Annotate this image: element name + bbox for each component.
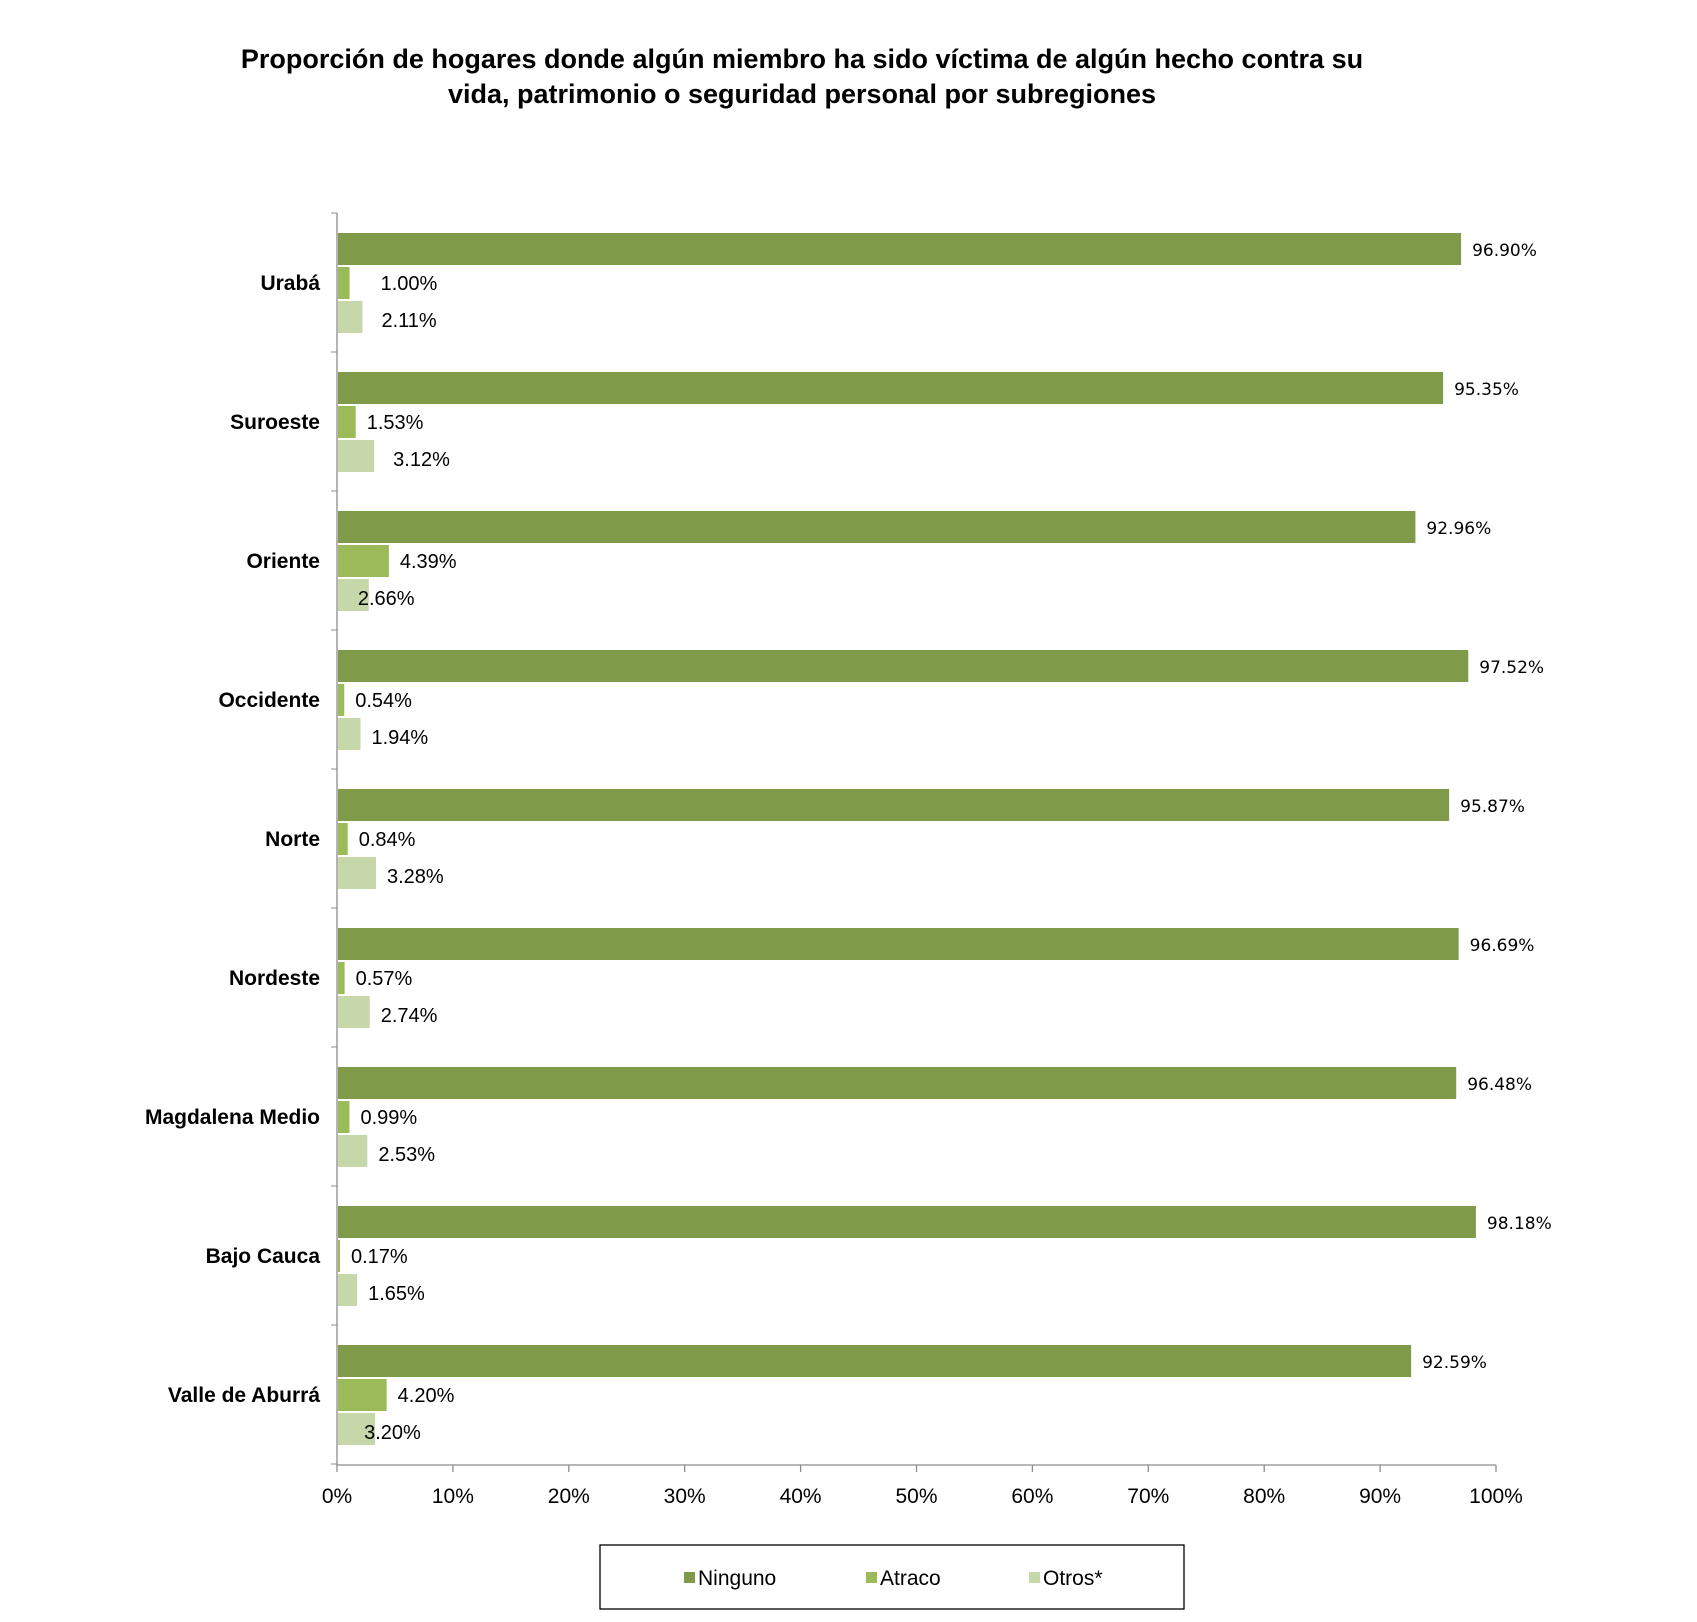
bar: [338, 233, 1462, 265]
legend-swatch: [1029, 1572, 1040, 1583]
data-label: 2.11%: [381, 310, 436, 332]
bar: [338, 962, 345, 994]
category-group: Occidente 97.52% 0.54% 1.94%: [218, 650, 1544, 750]
bar: [338, 1240, 340, 1272]
category-group: Urabá 96.90% 1.00% 2.11%: [260, 233, 1537, 333]
category-label: Urabá: [260, 272, 320, 295]
data-label: 1.94%: [371, 727, 428, 749]
bar: [338, 267, 350, 299]
plot-area: 0% 10% 20% 30% 40% 50% 60% 70% 80% 90% 100% Urabá 96…: [145, 212, 1552, 1508]
bar: [338, 1413, 376, 1445]
x-tick-label: 40%: [780, 1485, 822, 1508]
category-group: Nordeste 96.69% 0.57% 2.74%: [229, 928, 1534, 1028]
legend: Ninguno Atraco Otros*: [599, 1544, 1185, 1610]
chart-title-line-1: Proporción de hogares donde algún miembr…: [241, 44, 1363, 74]
data-label: 1.65%: [368, 1283, 425, 1305]
bar: [338, 1067, 1457, 1099]
x-tick-label: 60%: [1011, 1485, 1053, 1508]
data-label: 1.00%: [381, 273, 438, 295]
bar: [338, 718, 361, 750]
category-group: Magdalena Medio 96.48% 0.99% 2.53%: [145, 1067, 1532, 1167]
data-label: 4.39%: [400, 551, 457, 573]
legend-label: Otros*: [1043, 1567, 1103, 1590]
data-label: 2.74%: [381, 1005, 438, 1027]
data-label: 2.53%: [378, 1144, 435, 1166]
category-label: Norte: [265, 828, 320, 851]
x-tick-label: 50%: [895, 1485, 937, 1508]
data-label: 95.35%: [1454, 380, 1519, 400]
bar: [338, 684, 345, 716]
category-label: Occidente: [218, 689, 320, 712]
x-tick-label: 30%: [664, 1485, 706, 1508]
bar: [338, 1345, 1412, 1377]
data-label: 3.28%: [387, 866, 444, 888]
data-label: 96.69%: [1470, 936, 1535, 956]
bar: [338, 301, 363, 333]
chart-title-line-2: vida, patrimonio o seguridad personal po…: [448, 79, 1156, 109]
bar: [338, 928, 1459, 960]
bar: [338, 996, 370, 1028]
category-label: Nordeste: [229, 967, 320, 990]
bar: [338, 823, 348, 855]
category-label: Oriente: [246, 550, 320, 573]
legend-swatch: [684, 1572, 695, 1583]
data-label: 0.54%: [355, 690, 412, 712]
category-group: Norte 95.87% 0.84% 3.28%: [265, 789, 1525, 889]
category-label: Valle de Aburrá: [168, 1384, 320, 1407]
bar: [338, 440, 375, 472]
category-label: Magdalena Medio: [145, 1106, 320, 1129]
bar: [338, 1206, 1476, 1238]
bar: [338, 1379, 387, 1411]
bar: [338, 857, 377, 889]
bar: [338, 1274, 358, 1306]
legend-label: Ninguno: [698, 1567, 776, 1590]
x-tick-label: 10%: [432, 1485, 474, 1508]
x-tick-label: 20%: [548, 1485, 590, 1508]
data-label: 92.96%: [1426, 519, 1491, 539]
data-label: 96.48%: [1467, 1075, 1532, 1095]
bar: [338, 511, 1416, 543]
legend-label: Atraco: [880, 1567, 941, 1590]
x-tick-label: 0%: [322, 1485, 352, 1508]
data-label: 96.90%: [1472, 241, 1537, 261]
x-tick-label: 70%: [1127, 1485, 1169, 1508]
data-label: 2.66%: [358, 588, 415, 610]
bar: [338, 545, 389, 577]
bar: [338, 372, 1444, 404]
data-label: 95.87%: [1460, 797, 1525, 817]
category-group: Valle de Aburrá 92.59% 4.20% 3.20%: [168, 1345, 1487, 1445]
data-label: 0.57%: [356, 968, 413, 990]
category-group: Oriente 92.96% 4.39% 2.66%: [246, 511, 1491, 611]
chart-title: Proporción de hogares donde algún miembr…: [241, 44, 1363, 109]
data-label: 4.20%: [398, 1385, 455, 1407]
bar: [338, 579, 369, 611]
data-label: 98.18%: [1487, 1214, 1552, 1234]
category-label: Suroeste: [230, 411, 320, 434]
bar: [338, 1101, 350, 1133]
bar: [338, 1135, 368, 1167]
category-group: Bajo Cauca 98.18% 0.17% 1.65%: [206, 1206, 1552, 1306]
bar: [338, 789, 1450, 821]
data-label: 3.12%: [393, 449, 450, 471]
category-group: Suroeste 95.35% 1.53% 3.12%: [230, 372, 1519, 472]
bar: [338, 406, 356, 438]
legend-box: [599, 1544, 1185, 1610]
bar: [338, 650, 1469, 682]
x-tick-label: 80%: [1243, 1485, 1285, 1508]
data-label: 3.20%: [364, 1422, 421, 1444]
data-label: 0.84%: [359, 829, 416, 851]
data-label: 0.17%: [351, 1246, 408, 1268]
data-label: 1.53%: [367, 412, 424, 434]
data-label: 97.52%: [1479, 658, 1544, 678]
legend-swatch: [866, 1572, 877, 1583]
category-label: Bajo Cauca: [206, 1245, 321, 1268]
data-label: 0.99%: [360, 1107, 417, 1129]
x-tick-label: 90%: [1359, 1485, 1401, 1508]
x-tick-label: 100%: [1469, 1485, 1523, 1508]
data-label: 92.59%: [1422, 1353, 1487, 1373]
